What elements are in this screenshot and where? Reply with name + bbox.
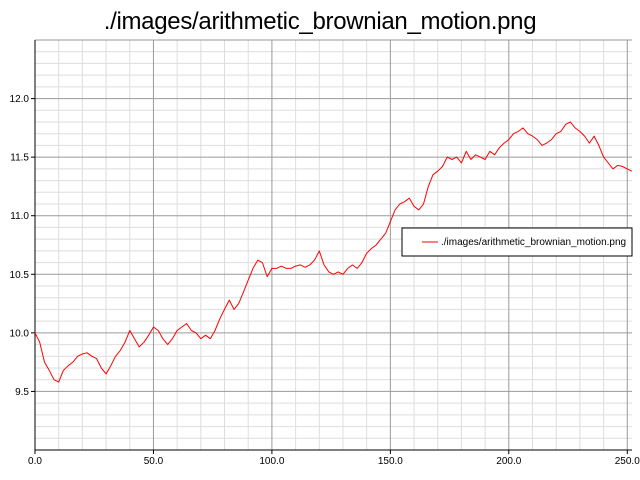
x-tick-label: 50.0 bbox=[144, 456, 164, 467]
y-tick-label: 10.5 bbox=[10, 270, 30, 281]
series-group bbox=[34, 121, 633, 383]
x-tick-label: 0.0 bbox=[28, 456, 42, 467]
series-line bbox=[34, 121, 633, 383]
legend-label: ./images/arithmetic_brownian_motion.png bbox=[441, 237, 626, 248]
y-ticks: 9.5 10.0 10.5 11.0 11.5 12.0 bbox=[10, 94, 35, 398]
x-ticks: 0.0 50.0 100.0 150.0 200.0 250.0 bbox=[28, 450, 640, 467]
legend: ./images/arithmetic_brownian_motion.png bbox=[401, 227, 633, 257]
x-tick-label: 250.0 bbox=[615, 456, 640, 467]
y-tick-label: 9.5 bbox=[15, 387, 29, 398]
x-tick-label: 100.0 bbox=[259, 456, 284, 467]
y-tick-label: 11.0 bbox=[10, 211, 29, 222]
x-tick-label: 200.0 bbox=[496, 456, 521, 467]
y-tick-label: 12.0 bbox=[10, 94, 30, 105]
chart-title: ./images/arithmetic_brownian_motion.png bbox=[103, 8, 537, 35]
y-tick-label: 11.5 bbox=[10, 153, 29, 164]
legend-box bbox=[401, 227, 633, 257]
x-tick-label: 150.0 bbox=[378, 456, 403, 467]
y-tick-label: 10.0 bbox=[10, 328, 30, 339]
